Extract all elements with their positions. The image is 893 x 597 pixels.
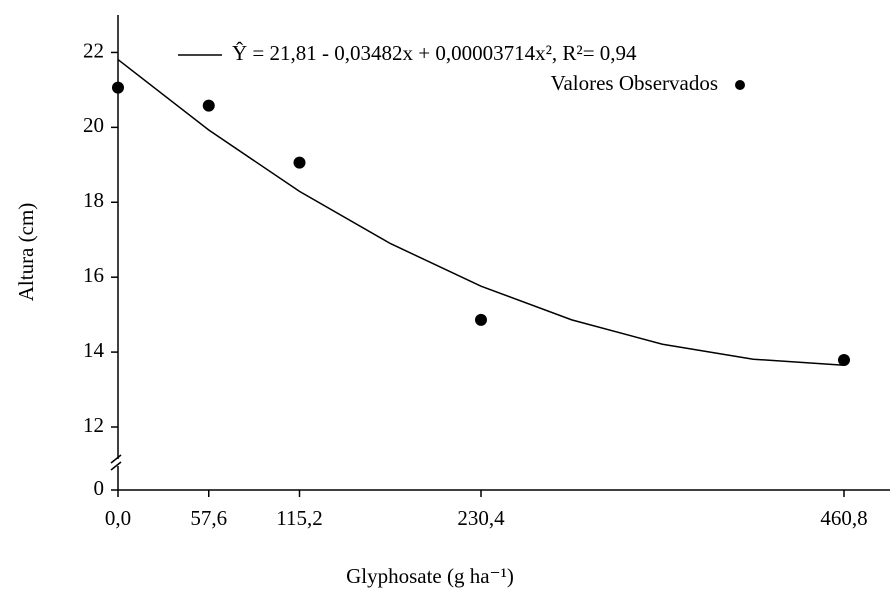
x-tick-label: 460,8 bbox=[820, 506, 867, 530]
data-point bbox=[474, 313, 487, 326]
axis-break bbox=[110, 454, 122, 464]
y-axis-label: Altura (cm) bbox=[14, 203, 38, 302]
data-point bbox=[293, 156, 306, 169]
fit-curve bbox=[117, 58, 845, 366]
y-tick-label: 16 bbox=[83, 263, 104, 287]
y-tick-label: 12 bbox=[83, 413, 104, 437]
x-tick-label: 0,0 bbox=[105, 506, 131, 530]
legend-marker bbox=[735, 80, 745, 90]
legend-label: Valores Observados bbox=[551, 71, 718, 95]
y-tick-label: 20 bbox=[83, 113, 104, 137]
axis-break-gap bbox=[110, 459, 126, 466]
y-tick-label: 14 bbox=[83, 338, 105, 362]
x-axis-label: Glyphosate (g ha⁻¹) bbox=[346, 564, 514, 588]
legend-label: Ŷ = 21,81 - 0,03482x + 0,00003714x², R²=… bbox=[232, 41, 637, 65]
y-tick-label: 22 bbox=[83, 38, 104, 62]
x-tick-label: 115,2 bbox=[276, 506, 322, 530]
y-tick-label: 18 bbox=[83, 188, 104, 212]
y-tick-label: 0 bbox=[94, 476, 105, 500]
data-point bbox=[112, 81, 124, 94]
data-point bbox=[837, 353, 850, 366]
axis-break bbox=[110, 461, 122, 471]
x-tick-label: 230,4 bbox=[457, 506, 505, 530]
data-point bbox=[202, 99, 215, 112]
x-tick-label: 57,6 bbox=[190, 506, 227, 530]
